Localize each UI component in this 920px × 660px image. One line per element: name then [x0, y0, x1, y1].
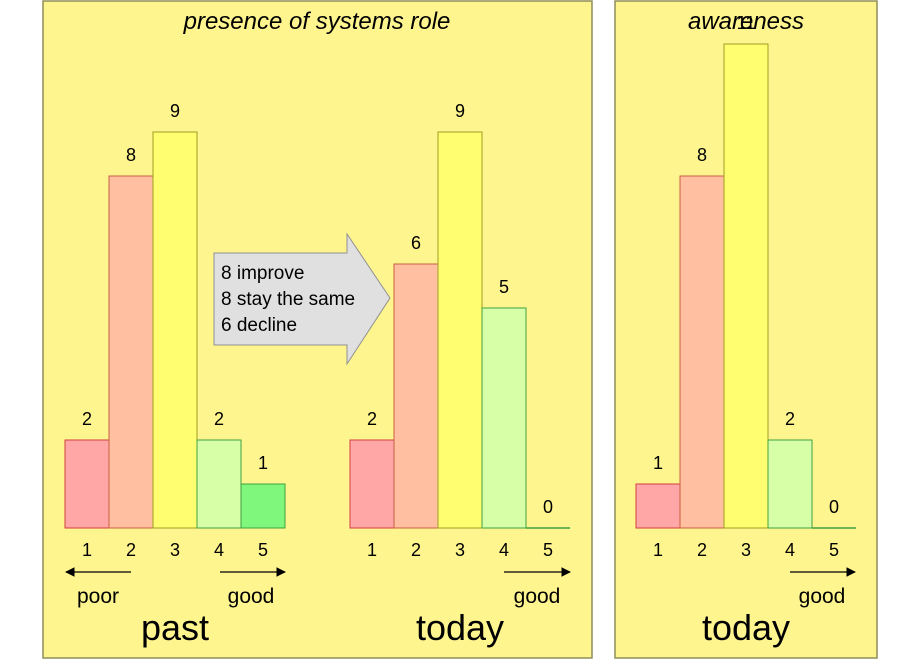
awareness-bar-2	[679, 175, 725, 529]
past-bar-5	[240, 483, 286, 529]
awareness-tick-label-2: 2	[697, 540, 707, 560]
past-value-label-3: 9	[170, 101, 180, 121]
today-value-label-2: 6	[411, 233, 421, 253]
poor-label: poor	[77, 585, 119, 608]
good-label-today: good	[514, 585, 561, 608]
awareness-value-label-1: 1	[653, 453, 663, 473]
today-bar-1	[349, 439, 395, 529]
today-value-label-5: 0	[543, 497, 553, 517]
caption-past: past	[141, 607, 209, 648]
past-bar-4	[196, 439, 242, 529]
today-bar-chart: 2 1 6 2 9 3 5 4 0 5	[349, 101, 570, 560]
past-tick-label-4: 4	[214, 540, 224, 560]
past-bar-2	[108, 175, 154, 529]
awareness-bar-1	[635, 483, 681, 529]
caption-today-awareness: today	[702, 607, 790, 648]
past-bar-3	[152, 131, 198, 529]
today-tick-label-4: 4	[499, 540, 509, 560]
good-label-awareness: good	[799, 585, 846, 608]
today-value-label-3: 9	[455, 101, 465, 121]
awareness-value-label-2: 8	[697, 145, 707, 165]
past-tick-label-3: 3	[170, 540, 180, 560]
awareness-value-label-4: 2	[785, 409, 795, 429]
past-value-label-4: 2	[214, 409, 224, 429]
past-value-label-5: 1	[258, 453, 268, 473]
caption-today: today	[416, 607, 504, 648]
awareness-bar-3	[723, 43, 769, 529]
past-bar-1	[64, 439, 110, 529]
callout-line-decline: 6 decline	[221, 315, 297, 336]
today-bar-3	[437, 131, 483, 529]
chart-title-presence: presence of systems role	[183, 8, 451, 35]
past-tick-label-5: 5	[258, 540, 268, 560]
callout-line-improve: 8 improve	[221, 263, 304, 284]
past-value-label-1: 2	[82, 409, 92, 429]
past-bar-chart: 2 1 8 2 9 3 2 4 1 5	[64, 101, 286, 560]
past-tick-label-2: 2	[126, 540, 136, 560]
callout-line-same: 8 stay the same	[221, 289, 355, 310]
awareness-tick-label-3: 3	[741, 540, 751, 560]
today-bar-4	[481, 307, 527, 529]
today-tick-label-5: 5	[543, 540, 553, 560]
past-value-label-2: 8	[126, 145, 136, 165]
awareness-tick-label-5: 5	[829, 540, 839, 560]
awareness-tick-label-1: 1	[653, 540, 663, 560]
awareness-bar-4	[767, 439, 813, 529]
today-value-label-4: 5	[499, 277, 509, 297]
awareness-tick-label-4: 4	[785, 540, 795, 560]
today-value-label-1: 2	[367, 409, 377, 429]
today-tick-label-1: 1	[367, 540, 377, 560]
awareness-value-label-5: 0	[829, 497, 839, 517]
chart-title-awareness: awareness	[688, 8, 804, 35]
good-label-past: good	[228, 585, 275, 608]
today-bar-2	[393, 263, 439, 529]
past-tick-label-1: 1	[82, 540, 92, 560]
transition-arrow	[213, 232, 391, 366]
today-tick-label-2: 2	[411, 540, 421, 560]
today-tick-label-3: 3	[455, 540, 465, 560]
awareness-value-label-3: 11	[737, 13, 756, 33]
